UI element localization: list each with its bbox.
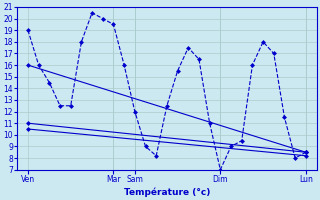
X-axis label: Température (°c): Température (°c) (124, 187, 210, 197)
